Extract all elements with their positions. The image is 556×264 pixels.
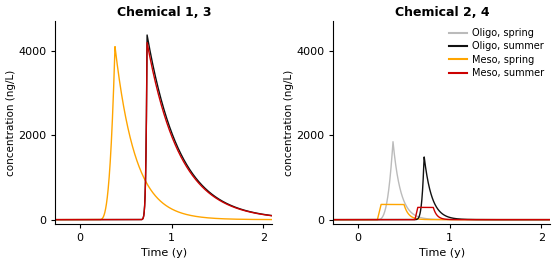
Title: Chemical 2, 4: Chemical 2, 4 bbox=[395, 6, 489, 18]
Y-axis label: concentration (ng/L): concentration (ng/L) bbox=[6, 69, 16, 176]
X-axis label: Time (y): Time (y) bbox=[141, 248, 187, 258]
Legend: Oligo, spring, Oligo, summer, Meso, spring, Meso, summer: Oligo, spring, Oligo, summer, Meso, spri… bbox=[447, 26, 545, 80]
Y-axis label: concentration (ng/L): concentration (ng/L) bbox=[284, 69, 294, 176]
X-axis label: Time (y): Time (y) bbox=[419, 248, 465, 258]
Title: Chemical 1, 3: Chemical 1, 3 bbox=[117, 6, 211, 18]
